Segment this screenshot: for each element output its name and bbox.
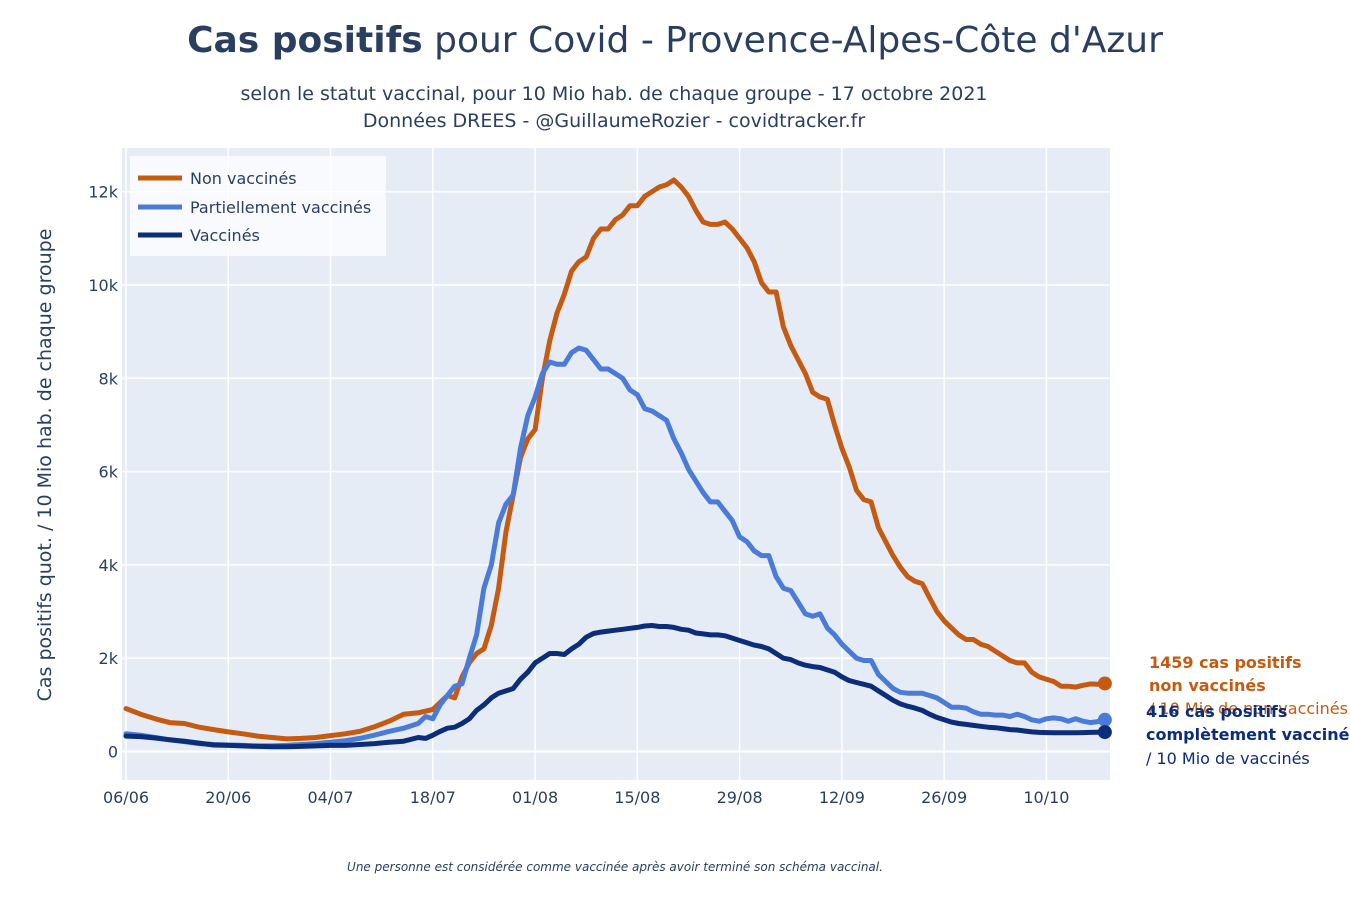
x-axis-ticks: 06/06 20/06 04/07 18/07 01/08 15/08 29/08 12/09… <box>103 788 1070 807</box>
legend-label-unvaccinated: Non vaccinés <box>190 169 297 188</box>
annotation-vax-line2: complètement vaccinés <box>1146 725 1350 744</box>
chart-title: Cas positifs pour Covid - Provence-Alpes… <box>187 20 1163 61</box>
x-tick-label: 06/06 <box>103 788 149 807</box>
y-tick-label: 12k <box>88 183 118 202</box>
y-tick-label: 4k <box>99 556 119 575</box>
chart-title-bold: Cas positifs <box>187 20 423 61</box>
y-tick-label: 6k <box>99 463 119 482</box>
x-tick-label: 20/06 <box>205 788 251 807</box>
x-tick-label: 04/07 <box>307 788 353 807</box>
annotation-unvax-line3: / 10 Mio de non vaccinés <box>1149 699 1348 718</box>
y-tick-label: 8k <box>99 369 119 388</box>
annotation-unvax-line1: 1459 cas positifs <box>1149 653 1302 672</box>
x-tick-label: 26/09 <box>921 788 967 807</box>
series-line-partial <box>123 345 1108 749</box>
x-tick-label: 29/08 <box>717 788 763 807</box>
x-tick-label: 10/10 <box>1023 788 1069 807</box>
x-tick-label: 01/08 <box>512 788 558 807</box>
y-tick-label: 2k <box>99 649 119 668</box>
series-endpoints <box>1097 676 1112 740</box>
y-tick-label: 0 <box>108 743 118 762</box>
annotation-vax-line3: / 10 Mio de vaccinés <box>1146 749 1310 768</box>
annotation-vax-line1: 416 cas positifs <box>1146 702 1287 721</box>
y-axis-ticks: 0 2k 4k 6k 8k 10k 12k <box>88 183 118 762</box>
legend-label-partial: Partiellement vaccinés <box>190 198 371 217</box>
x-tick-label: 18/07 <box>410 788 456 807</box>
annotation-unvaccinated: 1459 cas positifs non vaccinés / 10 Mio … <box>1149 653 1348 718</box>
series-line-vaccinated <box>123 623 1108 750</box>
y-tick-label: 10k <box>88 276 118 295</box>
chart-subtitle-line1: selon le statut vaccinal, pour 10 Mio ha… <box>240 83 987 105</box>
x-tick-label: 15/08 <box>614 788 660 807</box>
series-endpoint-partial <box>1097 712 1112 727</box>
legend-label-vaccinated: Vaccinés <box>190 226 260 245</box>
annotation-unvax-line2: non vaccinés <box>1149 676 1266 695</box>
y-axis-label: Cas positifs quot. / 10 Mio hab. de chaq… <box>34 229 56 702</box>
legend: Non vaccinés Partiellement vaccinés Vacc… <box>130 156 386 256</box>
x-tick-label: 12/09 <box>819 788 865 807</box>
annotation-vaccinated: 416 cas positifs complètement vaccinés /… <box>1146 702 1350 768</box>
chart-subtitle-line2: Données DREES - @GuillaumeRozier - covid… <box>363 110 865 132</box>
series-endpoint-vaccinated <box>1097 725 1112 740</box>
footnote: Une personne est considérée comme vaccin… <box>347 860 883 874</box>
series-line-unvaccinated <box>123 177 1108 742</box>
series-endpoint-unvaccinated <box>1097 676 1112 691</box>
series-lines <box>123 177 1108 750</box>
chart-title-rest: pour Covid - Provence-Alpes-Côte d'Azur <box>423 20 1163 61</box>
